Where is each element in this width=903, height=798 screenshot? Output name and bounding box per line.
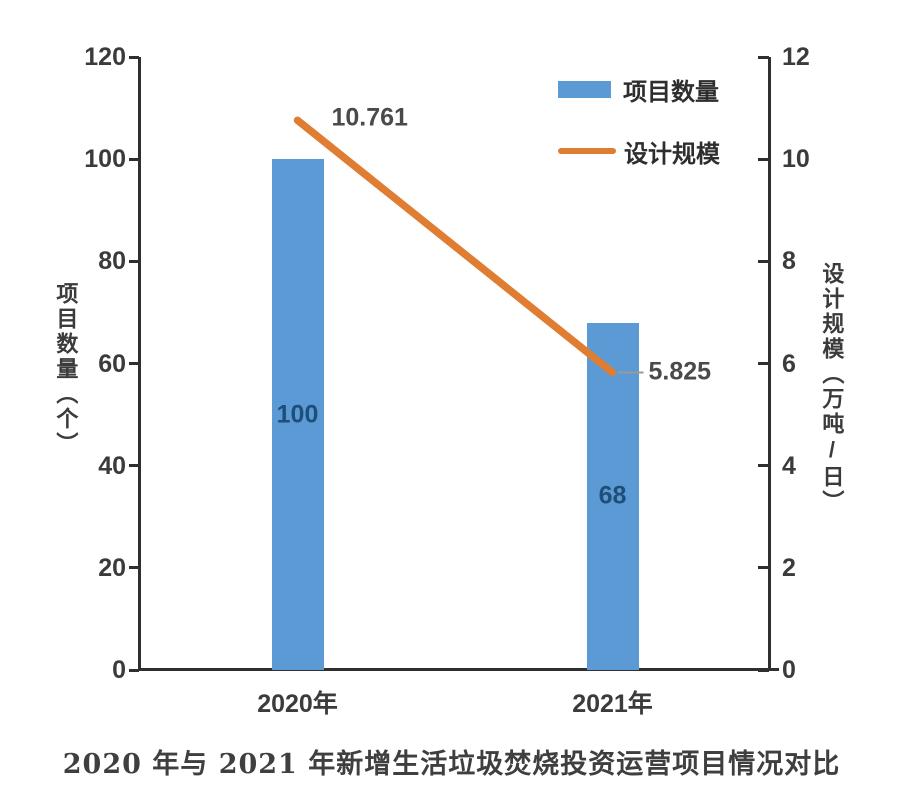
- right-axis-tick-label: 6: [782, 349, 796, 378]
- left-axis-tick-label: 20: [98, 553, 126, 582]
- line-point-label: 10.761: [331, 103, 408, 132]
- legend-item-design-scale: 设计规模: [558, 136, 720, 168]
- right-axis-tick: [758, 464, 769, 468]
- left-axis-tick-label: 60: [98, 349, 126, 378]
- left-axis-tick-label: 0: [112, 656, 126, 684]
- bar-swatch-icon: [558, 80, 611, 98]
- left-axis-tick-label: 120: [84, 43, 126, 71]
- bar-value-label: 68: [598, 481, 627, 510]
- right-axis-tick: [758, 259, 769, 263]
- x-axis-line: [138, 668, 779, 671]
- right-axis-title: 设计规模（万吨/日）: [819, 262, 845, 515]
- legend-item-project-count: 项目数量: [558, 74, 720, 106]
- left-axis-tick: [129, 566, 139, 570]
- right-axis-tick-label: 12: [782, 43, 810, 71]
- category-label: 2021年: [572, 690, 653, 718]
- right-axis-tick: [758, 55, 769, 59]
- left-axis-tick-label: 80: [98, 247, 126, 276]
- right-axis-tick: [758, 157, 769, 161]
- right-axis-tick-label: 4: [782, 451, 796, 480]
- left-axis-tick: [129, 668, 139, 672]
- left-axis-line: [138, 57, 141, 670]
- line-swatch-icon: [558, 148, 616, 154]
- right-axis-tick-label: 8: [782, 247, 796, 276]
- left-axis-tick-label: 40: [98, 451, 126, 480]
- bar-value-label: 100: [276, 400, 319, 429]
- right-axis-tick-label: 0: [782, 656, 796, 684]
- left-axis-tick-label: 100: [84, 145, 126, 174]
- right-axis-line: [768, 57, 771, 670]
- right-axis-tick: [758, 668, 769, 672]
- category-label: 2020年: [257, 690, 338, 718]
- right-axis-tick-label: 10: [782, 145, 810, 174]
- right-axis-tick: [758, 566, 769, 570]
- legend-label-design-scale: 设计规模: [624, 140, 720, 168]
- legend-label-project-count: 项目数量: [623, 78, 719, 106]
- left-axis-tick: [129, 362, 139, 365]
- left-axis-tick: [129, 157, 139, 161]
- bar: [586, 322, 639, 670]
- legend: 项目数量 设计规模: [558, 74, 720, 198]
- right-axis-tick-label: 2: [782, 553, 796, 582]
- right-axis-tick: [758, 362, 769, 365]
- left-axis-title: 项目数量（个）: [53, 282, 79, 457]
- left-axis-tick: [129, 259, 139, 263]
- left-axis-tick: [129, 55, 139, 59]
- chart-caption: 2020 年与 2021 年新增生活垃圾焚烧投资运营项目情况对比: [62, 749, 841, 780]
- left-axis-tick: [129, 464, 139, 468]
- line-point-label: 5.825: [648, 357, 712, 386]
